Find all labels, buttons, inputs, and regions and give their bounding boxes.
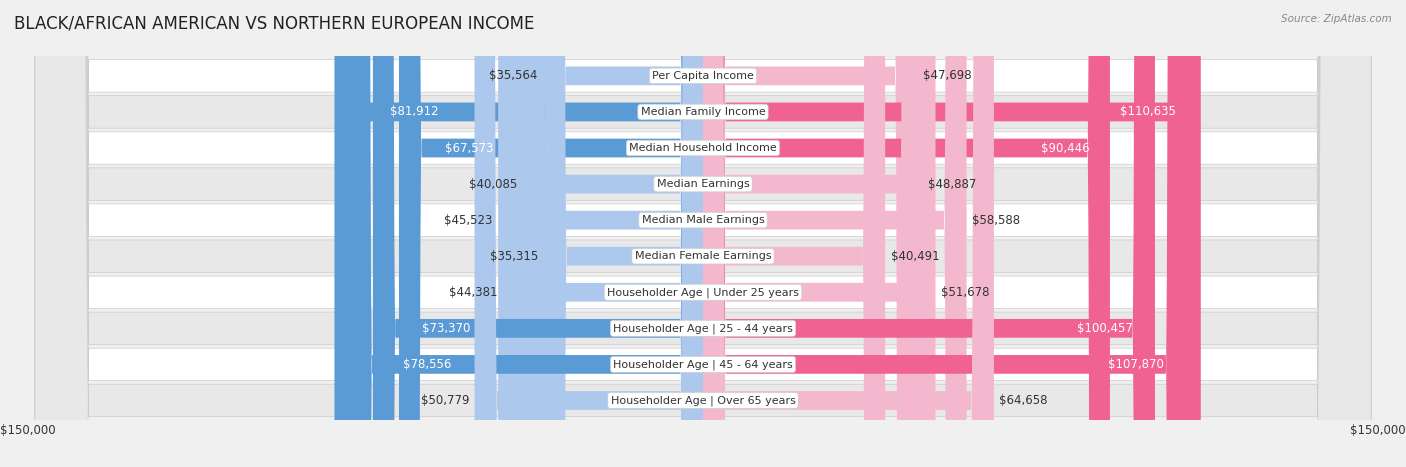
Text: Householder Age | Over 65 years: Householder Age | Over 65 years	[610, 395, 796, 406]
Text: Median Earnings: Median Earnings	[657, 179, 749, 189]
FancyBboxPatch shape	[523, 0, 703, 467]
Text: $67,573: $67,573	[444, 142, 494, 155]
Text: Householder Age | 45 - 64 years: Householder Age | 45 - 64 years	[613, 359, 793, 370]
Text: Source: ZipAtlas.com: Source: ZipAtlas.com	[1281, 14, 1392, 24]
Text: $35,564: $35,564	[489, 70, 537, 82]
Text: Median Household Income: Median Household Income	[628, 143, 778, 153]
FancyBboxPatch shape	[35, 0, 1371, 467]
FancyBboxPatch shape	[35, 0, 1371, 467]
Text: Householder Age | 25 - 44 years: Householder Age | 25 - 44 years	[613, 323, 793, 333]
Text: BLACK/AFRICAN AMERICAN VS NORTHERN EUROPEAN INCOME: BLACK/AFRICAN AMERICAN VS NORTHERN EUROP…	[14, 14, 534, 32]
FancyBboxPatch shape	[503, 0, 703, 467]
FancyBboxPatch shape	[544, 0, 703, 467]
FancyBboxPatch shape	[703, 0, 994, 467]
FancyBboxPatch shape	[373, 0, 703, 467]
FancyBboxPatch shape	[35, 0, 1371, 467]
Text: $100,457: $100,457	[1077, 322, 1132, 335]
FancyBboxPatch shape	[703, 0, 966, 467]
FancyBboxPatch shape	[703, 0, 922, 467]
FancyBboxPatch shape	[703, 0, 918, 467]
FancyBboxPatch shape	[35, 0, 1371, 467]
Text: $90,446: $90,446	[1040, 142, 1090, 155]
FancyBboxPatch shape	[35, 0, 1371, 467]
Text: Per Capita Income: Per Capita Income	[652, 71, 754, 81]
Text: $48,887: $48,887	[928, 177, 977, 191]
FancyBboxPatch shape	[703, 0, 1201, 467]
Text: Median Male Earnings: Median Male Earnings	[641, 215, 765, 225]
Text: $58,588: $58,588	[972, 213, 1021, 226]
Text: $40,085: $40,085	[470, 177, 517, 191]
Text: $107,870: $107,870	[1108, 358, 1164, 371]
FancyBboxPatch shape	[703, 0, 1109, 467]
FancyBboxPatch shape	[475, 0, 703, 467]
Text: $73,370: $73,370	[422, 322, 471, 335]
Text: $40,491: $40,491	[890, 250, 939, 263]
FancyBboxPatch shape	[703, 0, 1154, 467]
FancyBboxPatch shape	[399, 0, 703, 467]
FancyBboxPatch shape	[35, 0, 1371, 467]
Text: $44,381: $44,381	[450, 286, 498, 299]
FancyBboxPatch shape	[498, 0, 703, 467]
FancyBboxPatch shape	[703, 0, 886, 467]
FancyBboxPatch shape	[35, 0, 1371, 467]
FancyBboxPatch shape	[35, 0, 1371, 467]
FancyBboxPatch shape	[703, 0, 1188, 467]
Text: $110,635: $110,635	[1121, 106, 1175, 119]
FancyBboxPatch shape	[350, 0, 703, 467]
FancyBboxPatch shape	[35, 0, 1371, 467]
FancyBboxPatch shape	[35, 0, 1371, 467]
Text: Median Family Income: Median Family Income	[641, 107, 765, 117]
Text: $81,912: $81,912	[389, 106, 439, 119]
Text: $64,658: $64,658	[1000, 394, 1047, 407]
Text: Householder Age | Under 25 years: Householder Age | Under 25 years	[607, 287, 799, 297]
Text: $35,315: $35,315	[491, 250, 538, 263]
Text: Median Female Earnings: Median Female Earnings	[634, 251, 772, 261]
FancyBboxPatch shape	[703, 0, 935, 467]
FancyBboxPatch shape	[543, 0, 703, 467]
FancyBboxPatch shape	[335, 0, 703, 467]
Text: $51,678: $51,678	[941, 286, 990, 299]
Text: $47,698: $47,698	[922, 70, 972, 82]
Text: $78,556: $78,556	[402, 358, 451, 371]
Text: $50,779: $50,779	[420, 394, 470, 407]
Text: $45,523: $45,523	[444, 213, 492, 226]
